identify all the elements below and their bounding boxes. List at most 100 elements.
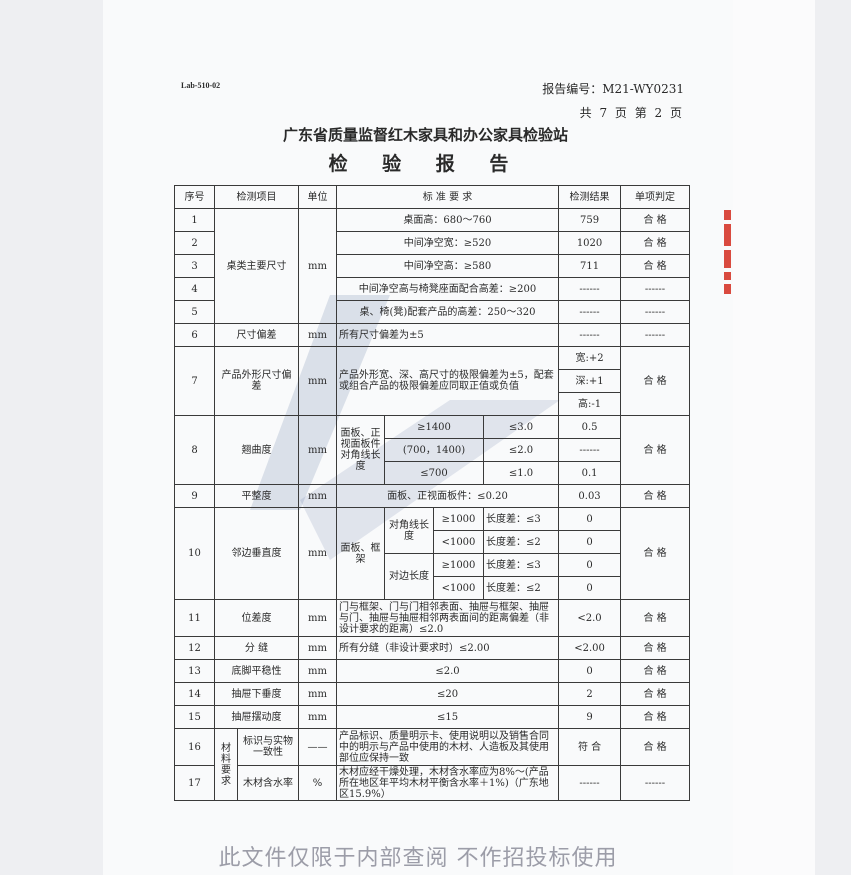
range: ≤700 <box>384 461 484 485</box>
test-item: 尺寸偏差 <box>214 323 299 347</box>
verdict: 合 格 <box>620 682 691 706</box>
table-row: 3 中间净空高：≥580 711 合 格 <box>174 254 691 278</box>
result: <2.00 <box>558 636 622 660</box>
header-cell: 检测结果 <box>558 185 622 209</box>
result: 0.1 <box>558 461 622 485</box>
result: 759 <box>558 208 622 232</box>
standard: ≤20 <box>335 682 560 706</box>
limit: ≤1.0 <box>482 461 560 485</box>
row-number: 6 <box>174 323 215 347</box>
header-cell: 单位 <box>298 185 337 209</box>
result: 符 合 <box>558 728 622 766</box>
standard: 中间净空宽：≥520 <box>335 231 560 255</box>
table-row: 10 邻边垂直度 mm 面板、框架 对角线长度 ≥1000 长度差：≤3 0 合… <box>174 507 691 600</box>
verdict: ------ <box>620 277 691 301</box>
verdict: ------ <box>620 765 691 801</box>
limit: 长度差：≤3 <box>482 507 560 531</box>
table-row: 对边长度 ≥1000 长度差：≤3 0 <box>175 553 690 600</box>
group-label: 对边长度 <box>384 553 434 600</box>
header-cell: 单项判定 <box>620 185 691 209</box>
organization-name: 广东省质量监督红木家具和办公家具检验站 <box>282 126 568 144</box>
result: ------ <box>558 323 622 347</box>
header-cell: 标 准 要 求 <box>335 185 560 209</box>
row-number: 1 <box>174 208 215 232</box>
range: (700，1400) <box>384 438 484 462</box>
standard: 所有尺寸偏差为±5 <box>335 323 560 347</box>
test-item: 平整度 <box>214 484 299 508</box>
watermark-text: 此文件仅限于内部查阅 不作招投标使用 <box>218 846 618 871</box>
result: 0 <box>558 507 622 531</box>
verdict: 合 格 <box>620 346 691 416</box>
test-item: 分 缝 <box>214 636 299 660</box>
test-item: 抽屉下垂度 <box>214 682 299 706</box>
table-row: <1000 长度差：≤2 0 <box>175 530 690 554</box>
standard: 桌面高：680～760 <box>335 208 560 232</box>
row-number: 7 <box>174 346 215 416</box>
result: 0 <box>558 530 622 554</box>
limit: 长度差：≤2 <box>482 576 560 600</box>
limit: ≤2.0 <box>482 438 560 462</box>
result: 1020 <box>558 231 622 255</box>
range: ≥1000 <box>433 507 484 531</box>
limit: 长度差：≤3 <box>482 553 560 577</box>
table-row: 13 底脚平稳性 mm ≤2.0 0 合 格 <box>174 659 691 683</box>
table-header: 序号 检测项目 单位 标 准 要 求 检测结果 单项判定 <box>174 185 691 209</box>
verdict: 合 格 <box>620 507 691 600</box>
standard: 桌、椅(凳)配套产品的高差：250～320 <box>335 300 560 324</box>
result: 0.03 <box>558 484 622 508</box>
result: 高:-1 <box>558 392 622 416</box>
row-number: 9 <box>174 484 215 508</box>
unit: mm <box>298 659 337 683</box>
table-row: 17 木材含水率 % 木材应经干燥处理，木材含水率应为8%～(产品所在地区年平均… <box>174 765 691 801</box>
unit: mm <box>298 636 337 660</box>
test-item: 木材含水率 <box>237 765 299 801</box>
inspection-table: 序号 检测项目 单位 标 准 要 求 检测结果 单项判定 1 桌类主要尺寸 mm… <box>174 185 691 801</box>
table-row: 16 材料要求 标识与实物一致性 —— 产品标识、质量明示卡、使用说明以及销售合… <box>174 728 691 801</box>
row-number: 3 <box>174 254 215 278</box>
group-label: 对角线长度 <box>384 507 434 554</box>
result: ------ <box>558 277 622 301</box>
verdict: 合 格 <box>620 599 691 637</box>
result: 2 <box>558 682 622 706</box>
table-row: 6 尺寸偏差 mm 所有尺寸偏差为±5 ------ ------ <box>174 323 691 347</box>
test-item: 桌类主要尺寸 <box>214 208 299 324</box>
table-row: 1 桌类主要尺寸 mm 桌面高：680～760 759 合 格 <box>174 208 691 324</box>
red-stamp <box>724 210 732 300</box>
limit: 长度差：≤2 <box>482 530 560 554</box>
result: ------ <box>558 438 622 462</box>
standard: 面板、正视面板件：≤0.20 <box>335 484 560 508</box>
table-row: (700，1400) ≤2.0 ------ <box>175 438 690 462</box>
unit: mm <box>298 599 337 637</box>
standard: 产品标识、质量明示卡、使用说明以及销售合同中的明示与产品中使用的木材、人造板及其… <box>335 728 560 766</box>
report-title: 检 验 报 告 <box>328 153 523 175</box>
verdict: ------ <box>620 323 691 347</box>
result: 9 <box>558 705 622 729</box>
standard: 中间净空高：≥580 <box>335 254 560 278</box>
standard: ≤15 <box>335 705 560 729</box>
sub-label: 面板、正视面板件对角线长度 <box>336 415 385 485</box>
test-item: 标识与实物一致性 <box>237 728 299 766</box>
unit: —— <box>298 728 337 766</box>
row-number: 13 <box>174 659 215 683</box>
result: 0 <box>558 553 622 577</box>
table-row: <1000 长度差：≤2 0 <box>175 576 690 600</box>
verdict: 合 格 <box>620 728 691 766</box>
limit: ≤3.0 <box>482 415 560 439</box>
standard: 产品外形宽、深、高尺寸的极限偏差为±5，配套或组合产品的极限偏差应同取正值或负值 <box>335 346 560 416</box>
result: 0 <box>558 576 622 600</box>
table-row: ≤700 ≤1.0 0.1 <box>175 461 690 485</box>
standard: 中间净空高与椅凳座面配合高差：≥200 <box>335 277 560 301</box>
sub-label: 面板、框架 <box>336 507 385 600</box>
unit: mm <box>298 705 337 729</box>
row-number: 8 <box>174 415 215 485</box>
table-row: 12 分 缝 mm 所有分缝（非设计要求时）≤2.00 <2.00 合 格 <box>174 636 691 660</box>
verdict: 合 格 <box>620 208 691 232</box>
standard: 木材应经干燥处理，木材含水率应为8%～(产品所在地区年平均木材平衡含水率＋1%)… <box>335 765 560 801</box>
unit: mm <box>298 484 337 508</box>
standard: 门与框架、门与门相邻表面、抽屉与框架、抽屉与门、抽屉与抽屉相邻两表面间的距离偏差… <box>335 599 560 637</box>
table-row: 7 产品外形尺寸偏差 mm 产品外形宽、深、高尺寸的极限偏差为±5，配套或组合产… <box>174 346 691 416</box>
verdict: 合 格 <box>620 415 691 485</box>
unit: mm <box>298 208 337 324</box>
verdict: 合 格 <box>620 636 691 660</box>
row-number: 14 <box>174 682 215 706</box>
